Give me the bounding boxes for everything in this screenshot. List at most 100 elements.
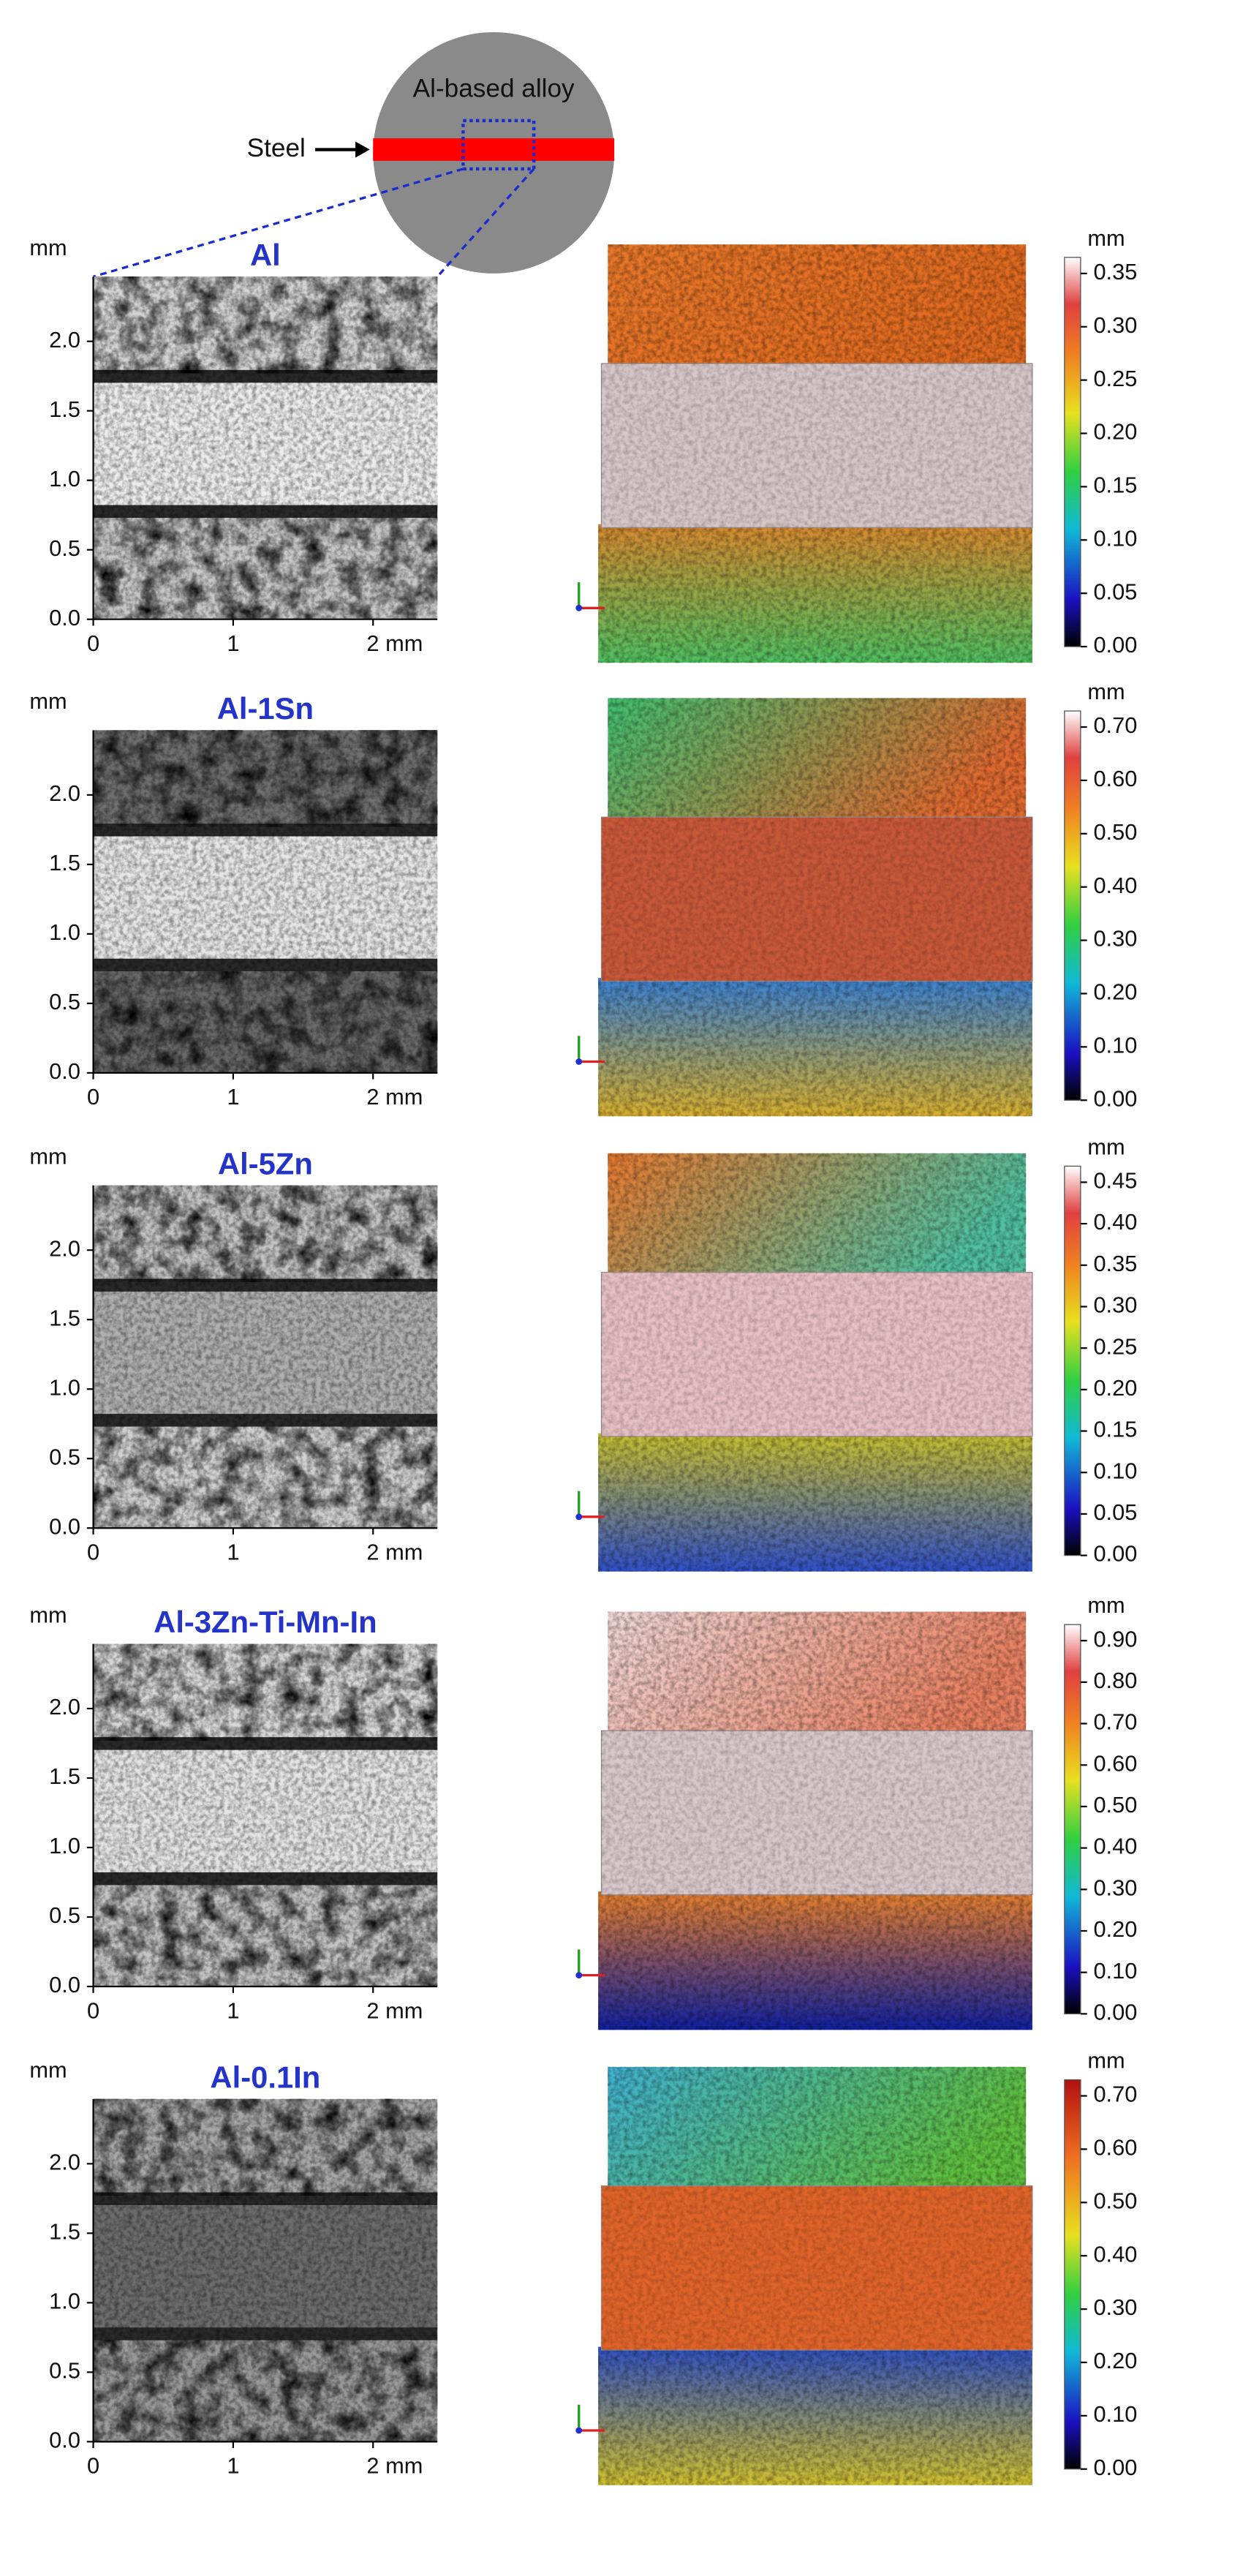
colorbar-tick-label: 0.35 — [1093, 1251, 1137, 1276]
y-tick-label: 0.0 — [49, 2427, 80, 2452]
x-tick-label: 2 mm — [366, 1084, 423, 1110]
x-tick-label: 1 — [227, 630, 239, 656]
colorbar-tick-label: 0.60 — [1093, 1750, 1137, 1776]
texture — [601, 364, 1032, 528]
texture — [93, 730, 438, 1073]
texture — [608, 1611, 1027, 1734]
y-tick-label: 1.0 — [49, 2288, 80, 2313]
colorbar-tick-label: 0.05 — [1093, 1499, 1137, 1525]
colorbar-unit: mm — [1087, 1592, 1125, 1618]
x-tick-label: 0 — [87, 1540, 99, 1565]
axis-triad — [575, 1972, 583, 1979]
texture — [608, 1153, 1027, 1276]
panel-title: Al-5Zn — [218, 1146, 313, 1180]
axis-triad — [575, 604, 583, 611]
steel-strip — [373, 138, 615, 161]
y-tick-label: 1.0 — [49, 466, 80, 492]
panel: Al-3Zn-Ti-Mn-In mm 0.0 0.5 1.0 1.5 2.0 0 1 2 mm mm… — [29, 1592, 1137, 2030]
y-tick-label: 2.0 — [49, 1235, 80, 1261]
colorbar-tick-label: 0.05 — [1093, 579, 1137, 604]
y-tick-label: 1.5 — [49, 1305, 80, 1330]
texture — [93, 276, 438, 619]
y-tick-label: 1.5 — [49, 396, 80, 422]
colorbar-tick-label: 0.10 — [1093, 2401, 1137, 2427]
x-tick-label: 0 — [87, 2453, 99, 2479]
texture — [598, 524, 1032, 663]
y-tick-label: 2.0 — [49, 327, 80, 353]
y-unit: mm — [29, 1144, 67, 1170]
x-tick-label: 2 mm — [366, 630, 423, 656]
x-tick-label: 1 — [227, 1997, 239, 2023]
y-unit: mm — [29, 2057, 67, 2083]
texture — [601, 1730, 1032, 1895]
colorbar-tick-label: 0.10 — [1093, 525, 1137, 551]
y-tick-label: 0.0 — [49, 1972, 80, 1997]
y-unit: mm — [29, 1602, 67, 1627]
x-tick-label: 2 mm — [366, 2453, 423, 2479]
texture — [601, 1272, 1032, 1436]
colorbar-tick-label: 0.00 — [1093, 1085, 1137, 1111]
panel: Al mm 0.0 0.5 1.0 1.5 2.0 0 1 2 mm mm 0.00 0.05 0.10 0… — [29, 225, 1137, 663]
x-tick-label: 2 mm — [366, 1997, 423, 2023]
y-tick-label: 0.5 — [49, 989, 80, 1014]
x-tick-label: 1 — [227, 1540, 239, 1565]
y-tick-label: 2.0 — [49, 1694, 80, 1720]
colorbar — [1064, 710, 1081, 1101]
y-tick-label: 1.0 — [49, 919, 80, 945]
y-unit: mm — [29, 688, 67, 714]
y-tick-label: 1.0 — [49, 1374, 80, 1400]
colorbar-tick-label: 0.40 — [1093, 2241, 1137, 2267]
colorbar-tick-label: 0.10 — [1093, 1958, 1137, 1984]
colorbar — [1064, 1624, 1081, 2015]
zoom-box — [461, 118, 536, 171]
colorbar-tick-label: 0.10 — [1093, 1458, 1137, 1483]
y-tick-label: 0.5 — [49, 2357, 80, 2383]
colorbar-tick-label: 0.25 — [1093, 1333, 1137, 1359]
y-tick-label: 1.5 — [49, 850, 80, 875]
texture — [93, 2098, 438, 2442]
arrow-head — [355, 141, 370, 158]
colorbar-tick-label: 0.90 — [1093, 1626, 1137, 1652]
zoom-line — [436, 167, 535, 278]
y-tick-label: 1.5 — [49, 1763, 80, 1789]
y-unit: mm — [29, 235, 67, 260]
panel-title: Al-3Zn-Ti-Mn-In — [154, 1605, 377, 1639]
colorbar-tick-label: 0.60 — [1093, 766, 1137, 791]
texture — [608, 2066, 1027, 2190]
colorbar-unit: mm — [1087, 679, 1125, 704]
colorbar-tick-label: 0.30 — [1093, 1292, 1137, 1318]
y-tick-label: 0.0 — [49, 605, 80, 630]
colorbar-tick-label: 0.00 — [1093, 2455, 1137, 2480]
colorbar-tick-label: 0.20 — [1093, 979, 1137, 1005]
x-tick-label: 0 — [87, 630, 99, 656]
colorbar-tick-label: 0.20 — [1093, 2348, 1137, 2373]
colorbar-tick-label: 0.35 — [1093, 259, 1137, 285]
colorbar-tick-label: 0.00 — [1093, 1541, 1137, 1567]
colorbar-tick-label: 0.20 — [1093, 1916, 1137, 1942]
colorbar-tick-label: 0.00 — [1093, 632, 1137, 658]
panel-title: Al — [250, 238, 281, 272]
colorbar-tick-label: 0.15 — [1093, 1417, 1137, 1442]
y-tick-label: 1.5 — [49, 2218, 80, 2244]
panel-title: Al-0.1In — [210, 2060, 320, 2095]
colorbar-tick-label: 0.40 — [1093, 873, 1137, 898]
y-tick-label: 2.0 — [49, 780, 80, 806]
y-tick-label: 0.5 — [49, 1902, 80, 1928]
texture — [93, 1185, 438, 1529]
colorbar-tick-label: 0.25 — [1093, 366, 1137, 391]
texture — [598, 2346, 1032, 2485]
colorbar-tick-label: 0.00 — [1093, 2000, 1137, 2025]
texture — [598, 1433, 1032, 1572]
colorbar-tick-label: 0.20 — [1093, 1375, 1137, 1401]
panel: Al-5Zn mm 0.0 0.5 1.0 1.5 2.0 0 1 2 mm mm 0.00 0.05 0… — [29, 1134, 1137, 1572]
panel-title: Al-1Sn — [217, 691, 314, 726]
schematic: Al-based alloy Steel — [93, 31, 615, 278]
colorbar-unit: mm — [1087, 1134, 1125, 1159]
colorbar-tick-label: 0.50 — [1093, 1792, 1137, 1818]
y-tick-label: 2.0 — [49, 2149, 80, 2174]
y-tick-label: 0.0 — [49, 1513, 80, 1539]
steel-label: Steel — [247, 134, 306, 162]
y-tick-label: 0.0 — [49, 1058, 80, 1084]
x-tick-label: 0 — [87, 1997, 99, 2023]
